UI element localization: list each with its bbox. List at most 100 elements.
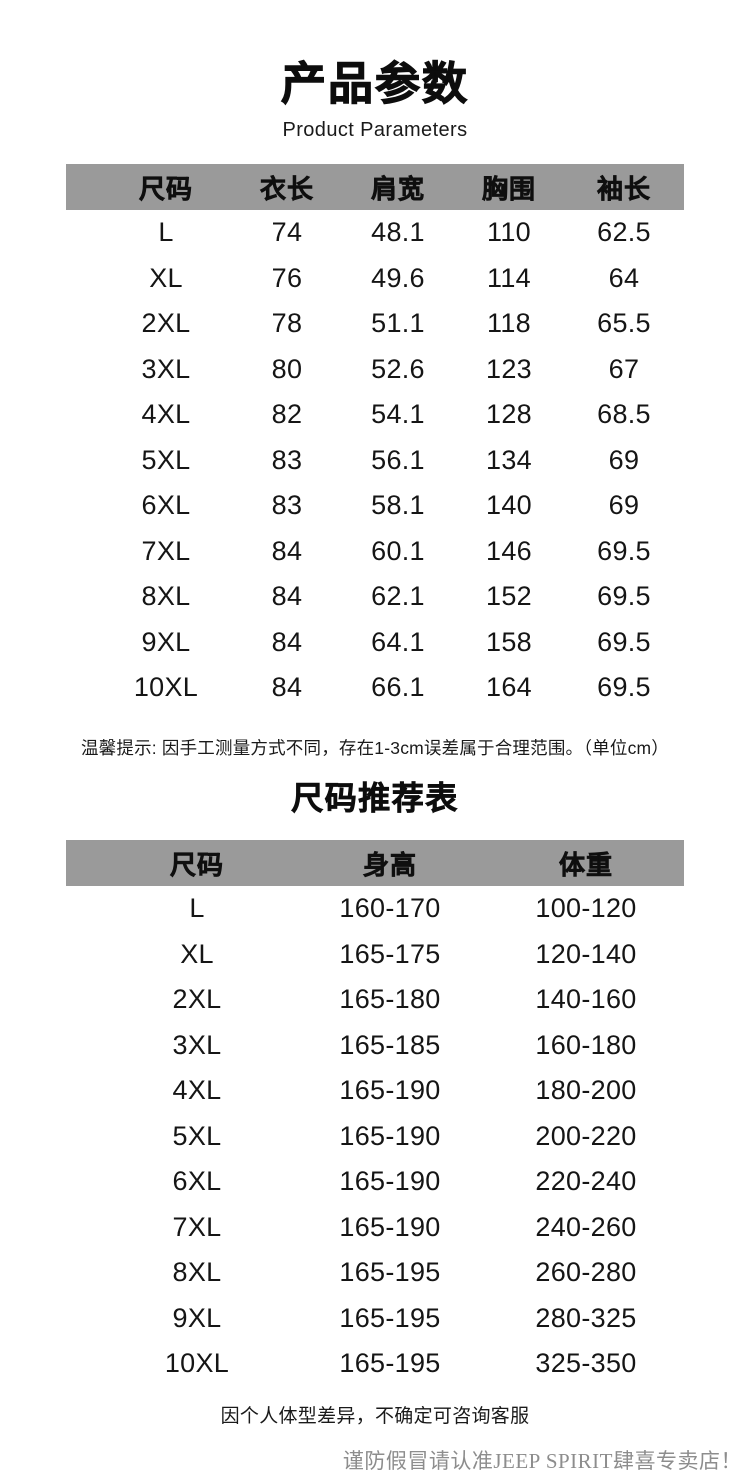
cell-value: 160-180 — [535, 1029, 637, 1060]
table-row: 8XL 165-195 260-280 — [66, 1250, 684, 1296]
cell-value: 128 — [486, 399, 532, 430]
column-header-sleeve: 袖长 — [596, 173, 651, 204]
cell-size: 6XL — [172, 1166, 222, 1197]
table-row: 10XL 165-195 325-350 — [66, 1341, 684, 1387]
cell-value: 152 — [486, 581, 532, 612]
cell-size: 6XL — [141, 490, 191, 521]
cell-value: 220-240 — [535, 1166, 637, 1197]
cell-value: 114 — [487, 262, 531, 293]
table-row: 3XL 165-185 160-180 — [66, 1023, 684, 1069]
size-section-title: 尺码推荐表 — [291, 780, 459, 817]
table-row: 2XL 165-180 140-160 — [66, 977, 684, 1023]
table-row: 6XL 83 58.1 140 69 — [66, 483, 684, 529]
table-row: 4XL 165-190 180-200 — [66, 1068, 684, 1114]
cell-size: 8XL — [172, 1257, 222, 1288]
table-row: 5XL 165-190 200-220 — [66, 1114, 684, 1160]
cell-value: 62.5 — [597, 217, 651, 248]
size-recommendation-table: 尺码 身高 体重 L 160-170 100-120 XL 165-175 120-140… — [66, 840, 684, 1387]
consultation-note: 因个人体型差异，不确定可咨询客服 — [220, 1406, 530, 1427]
cell-value: 69.5 — [597, 581, 651, 612]
cell-size: 9XL — [172, 1302, 222, 1333]
cell-size: 4XL — [141, 399, 191, 430]
cell-value: 54.1 — [371, 399, 425, 430]
cell-value: 69.5 — [597, 626, 651, 657]
table-row: XL 76 49.6 114 64 — [66, 256, 684, 302]
page-title: 产品参数 — [280, 57, 469, 109]
cell-value: 84 — [271, 626, 303, 657]
cell-value: 164 — [486, 672, 532, 703]
table-row: 2XL 78 51.1 118 65.5 — [66, 301, 684, 347]
column-header-bust: 胸围 — [481, 173, 536, 204]
cell-value: 158 — [486, 626, 532, 657]
cell-value: 52.6 — [371, 353, 425, 384]
size-table-header-row: 尺码 身高 体重 — [66, 840, 684, 886]
table-row: XL 165-175 120-140 — [66, 932, 684, 978]
table-row: 8XL 84 62.1 152 69.5 — [66, 574, 684, 620]
cell-size: XL — [180, 938, 214, 969]
cell-value: 84 — [271, 581, 303, 612]
cell-size: 7XL — [141, 535, 191, 566]
cell-value: 84 — [271, 672, 303, 703]
cell-value: 58.1 — [371, 490, 425, 521]
cell-value: 48.1 — [371, 217, 425, 248]
cell-value: 80 — [271, 353, 303, 384]
cell-value: 84 — [271, 535, 303, 566]
cell-value: 146 — [486, 535, 532, 566]
cell-value: 66.1 — [371, 672, 425, 703]
cell-value: 56.1 — [371, 444, 425, 475]
column-header-size: 尺码 — [138, 173, 193, 204]
cell-value: 64.1 — [371, 626, 425, 657]
cell-size: 9XL — [141, 626, 191, 657]
table-row: 9XL 165-195 280-325 — [66, 1296, 684, 1342]
cell-value: 69.5 — [597, 535, 651, 566]
measurement-note: 温馨提示: 因手工测量方式不同，存在1-3cm误差属于合理范围。（单位cm） — [80, 738, 670, 758]
cell-value: 51.1 — [371, 308, 425, 339]
cell-value: 165-195 — [339, 1348, 441, 1379]
cell-value: 165-180 — [339, 984, 441, 1015]
cell-value: 260-280 — [535, 1257, 637, 1288]
table-row: 10XL 84 66.1 164 69.5 — [66, 665, 684, 711]
cell-value: 160-170 — [339, 893, 441, 924]
cell-size: 7XL — [172, 1211, 222, 1242]
table-row: 5XL 83 56.1 134 69 — [66, 438, 684, 484]
cell-value: 165-175 — [339, 938, 441, 969]
cell-value: 69 — [608, 490, 640, 521]
column-header-shoulder: 肩宽 — [370, 173, 425, 204]
spec-table-header-row: 尺码 衣长 肩宽 胸围 袖长 — [66, 164, 684, 210]
table-row: 4XL 82 54.1 128 68.5 — [66, 392, 684, 438]
cell-value: 140-160 — [535, 984, 637, 1015]
cell-value: 100-120 — [535, 893, 637, 924]
cell-value: 74 — [271, 217, 303, 248]
cell-size: 4XL — [172, 1075, 222, 1106]
cell-value: 83 — [271, 490, 303, 521]
cell-value: 67 — [608, 353, 640, 384]
cell-size: 10XL — [164, 1348, 230, 1379]
cell-value: 165-195 — [339, 1257, 441, 1288]
cell-value: 123 — [486, 353, 532, 384]
cell-value: 69 — [608, 444, 640, 475]
cell-value: 60.1 — [371, 535, 425, 566]
cell-value: 165-195 — [339, 1302, 441, 1333]
cell-value: 165-190 — [339, 1166, 441, 1197]
cell-size: 2XL — [141, 308, 191, 339]
cell-size: 3XL — [141, 353, 191, 384]
cell-value: 68.5 — [597, 399, 651, 430]
page-subtitle: Product Parameters — [282, 119, 468, 141]
cell-value: 83 — [271, 444, 303, 475]
table-row: 3XL 80 52.6 123 67 — [66, 347, 684, 393]
cell-value: 76 — [271, 262, 303, 293]
cell-value: 240-260 — [535, 1211, 637, 1242]
cell-size: 5XL — [141, 444, 191, 475]
cell-value: 180-200 — [535, 1075, 637, 1106]
cell-value: 110 — [487, 217, 531, 248]
cell-value: 280-325 — [535, 1302, 637, 1333]
cell-value: 134 — [486, 444, 532, 475]
column-header-weight: 体重 — [558, 849, 613, 880]
cell-value: 78 — [271, 308, 303, 339]
store-watermark: 谨防假冒请认准JEEP SPIRIT肆喜专卖店！ — [342, 1449, 742, 1473]
cell-value: 165-190 — [339, 1211, 441, 1242]
cell-value: 69.5 — [597, 672, 651, 703]
cell-value: 140 — [486, 490, 532, 521]
cell-size: 2XL — [172, 984, 222, 1015]
